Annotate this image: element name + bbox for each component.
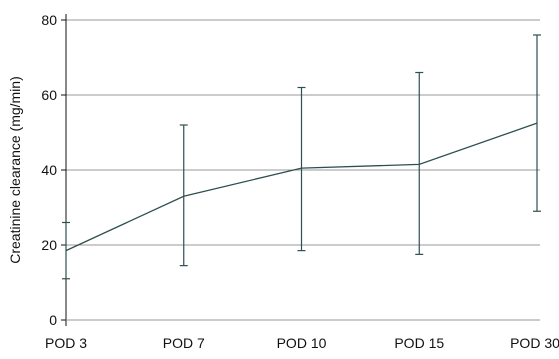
x-tick-label-0: POD 3 bbox=[45, 335, 87, 351]
grid-layer bbox=[66, 19, 540, 246]
x-tick-label-4: POD 30 bbox=[510, 335, 559, 351]
y-axis-title: Creatinine clearance (mg/min) bbox=[7, 76, 23, 264]
y-tick-label-60: 60 bbox=[41, 87, 57, 103]
x-tick-label-2: POD 10 bbox=[277, 335, 327, 351]
x-tick-label-1: POD 7 bbox=[163, 335, 205, 351]
y-tick-label-20: 20 bbox=[41, 237, 57, 253]
y-tick-label-0: 0 bbox=[49, 312, 57, 328]
y-tick-label-80: 80 bbox=[41, 12, 57, 28]
x-tick-label-3: POD 15 bbox=[394, 335, 444, 351]
series-layer bbox=[62, 34, 541, 280]
label-layer: 0 20 40 60 80 POD 3 POD 7 POD 10 POD 15 POD 30 bbox=[41, 12, 559, 351]
y-tick-label-40: 40 bbox=[41, 162, 57, 178]
